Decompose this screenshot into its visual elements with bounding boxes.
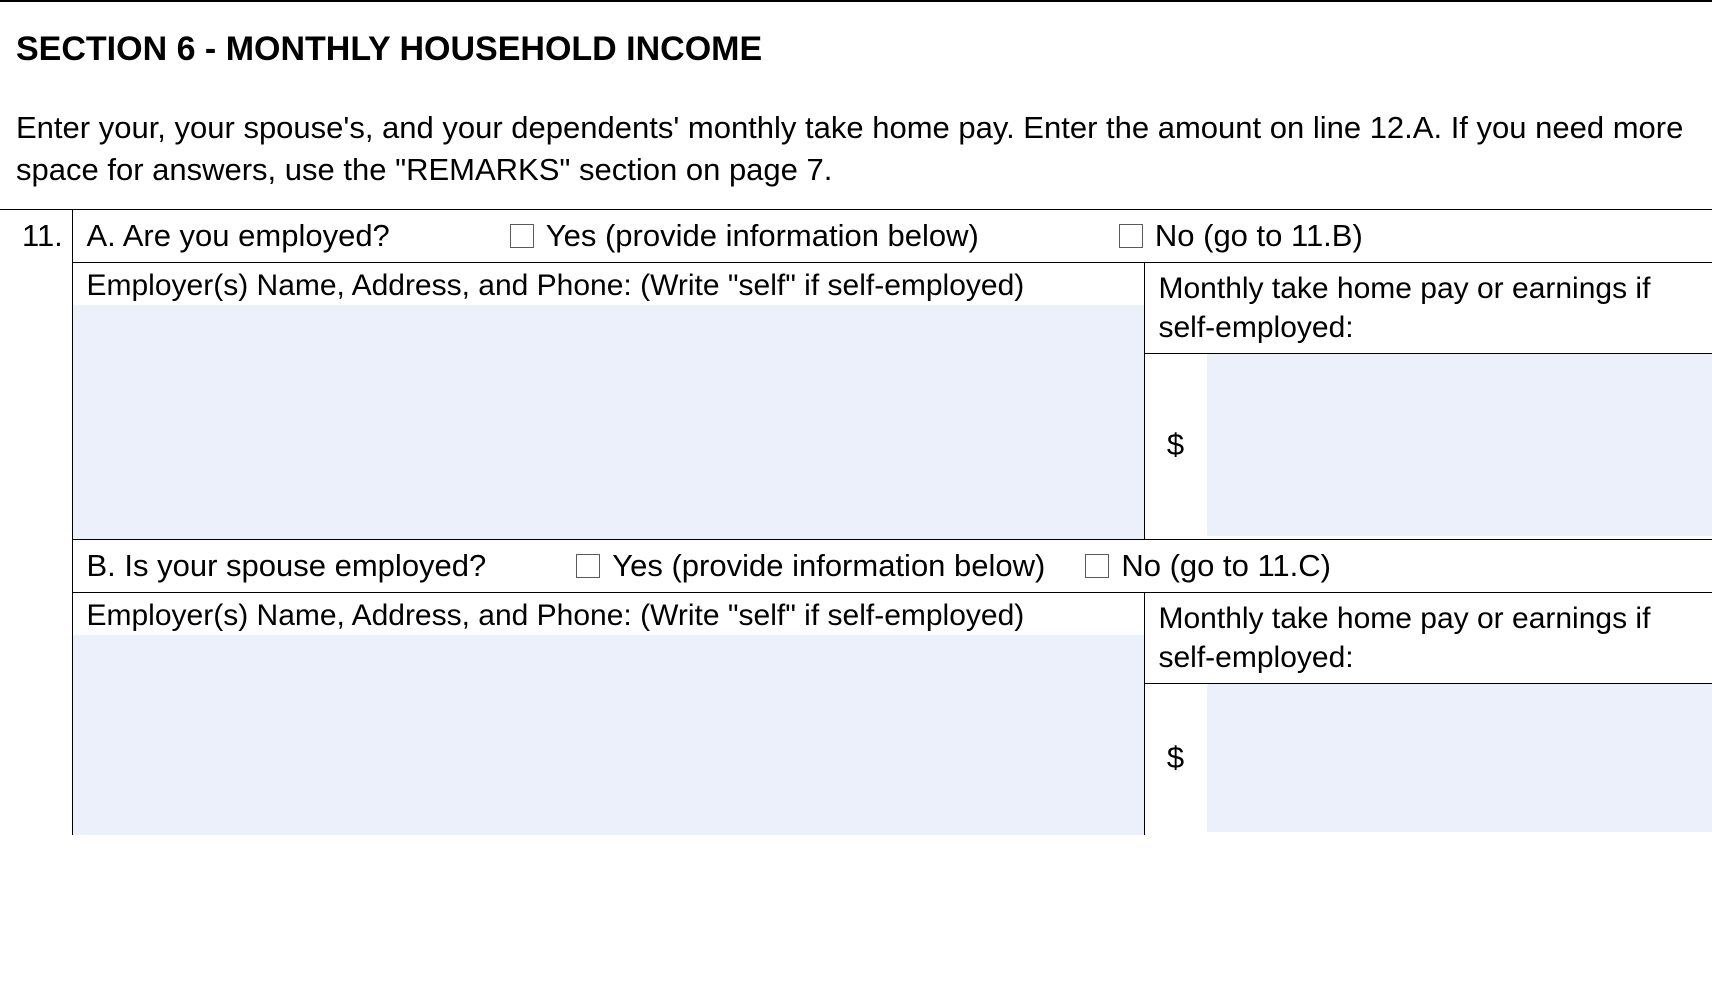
section-title: SECTION 6 - MONTHLY HOUSEHOLD INCOME [0,30,1712,69]
no-label-11b: No (go to 11.C) [1121,548,1331,584]
question-11a-row: A. Are you employed? Yes (provide inform… [72,209,1712,262]
employer-input-11a[interactable] [73,305,1144,539]
pay-cell-11a: Monthly take home pay or earnings if sel… [1144,262,1712,539]
question-11b-row: B. Is your spouse employed? Yes (provide… [72,539,1712,592]
employer-input-11b[interactable] [73,635,1144,835]
employer-label-11b: Employer(s) Name, Address, and Phone: (W… [73,593,1144,635]
number-spacer-11a [0,262,72,539]
checkbox-11a-no[interactable] [1119,224,1143,248]
dollar-sign-11b: $ [1145,684,1207,832]
pay-cell-11b: Monthly take home pay or earnings if sel… [1144,592,1712,835]
checkbox-11b-no[interactable] [1085,554,1109,578]
pay-input-11b[interactable] [1207,684,1712,832]
income-form-table: 11. A. Are you employed? Yes (provide in… [0,209,1712,835]
yes-label-11a: Yes (provide information below) [546,218,979,254]
yes-label-11b: Yes (provide information below) [612,548,1045,584]
employer-cell-11b: Employer(s) Name, Address, and Phone: (W… [72,592,1144,835]
dollar-sign-11a: $ [1145,354,1207,536]
pay-input-11a[interactable] [1207,354,1712,536]
top-horizontal-rule [0,0,1712,2]
question-number-11: 11. [0,209,72,262]
checkbox-11b-yes[interactable] [576,554,600,578]
pay-label-11b: Monthly take home pay or earnings if sel… [1145,593,1712,684]
question-11b-label: B. Is your spouse employed? [87,548,487,584]
number-spacer-11b-q [0,539,72,592]
checkbox-11a-yes[interactable] [510,224,534,248]
question-11a-label: A. Are you employed? [87,218,390,254]
no-label-11a: No (go to 11.B) [1155,218,1363,254]
section-instructions: Enter your, your spouse's, and your depe… [0,107,1712,191]
pay-label-11a: Monthly take home pay or earnings if sel… [1145,263,1712,354]
number-spacer-11b [0,592,72,835]
employer-cell-11a: Employer(s) Name, Address, and Phone: (W… [72,262,1144,539]
employer-label-11a: Employer(s) Name, Address, and Phone: (W… [73,263,1144,305]
